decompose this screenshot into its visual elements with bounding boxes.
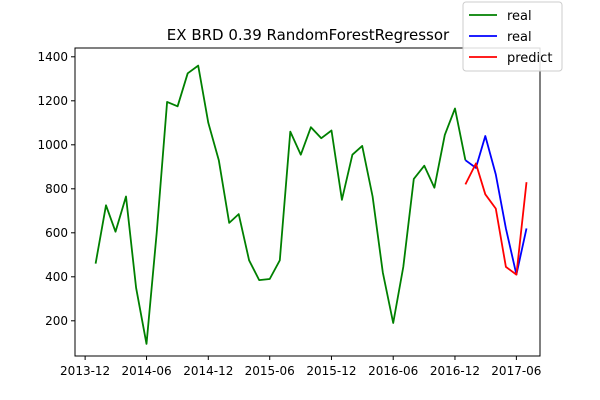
y-tick-label: 400 [45,270,68,284]
y-tick-label: 1000 [37,138,68,152]
y-tick-label: 200 [45,314,68,328]
x-tick-label: 2015-06 [245,364,295,378]
legend-label: predict [507,51,552,66]
series-line-real-0 [94,64,467,345]
x-tick-label: 2016-06 [368,364,418,378]
y-tick-label: 1400 [37,50,68,64]
legend-label: real [507,9,532,24]
x-tick-label: 2014-06 [121,364,171,378]
y-tick-label: 800 [45,182,68,196]
legend-box [462,1,563,72]
legend-label: real [507,30,532,45]
legend: real real predict [462,1,563,72]
chart-title: EX BRD 0.39 RandomForestRegressor [167,26,450,44]
plot-frame [74,47,541,357]
x-tick-label: 2015-12 [306,364,356,378]
x-tick-label: 2013-12 [60,364,110,378]
series-line-predict-2 [464,162,528,276]
plot-area: 2013-12 2014-06 2014-12 2015-06 2015-12 2016-… [37,47,541,378]
x-tick-label: 2017-06 [491,364,541,378]
x-tick-label: 2016-12 [430,364,480,378]
y-tick-label: 1200 [37,94,68,108]
y-tick-label: 600 [45,226,68,240]
x-tick-label: 2014-12 [183,364,233,378]
